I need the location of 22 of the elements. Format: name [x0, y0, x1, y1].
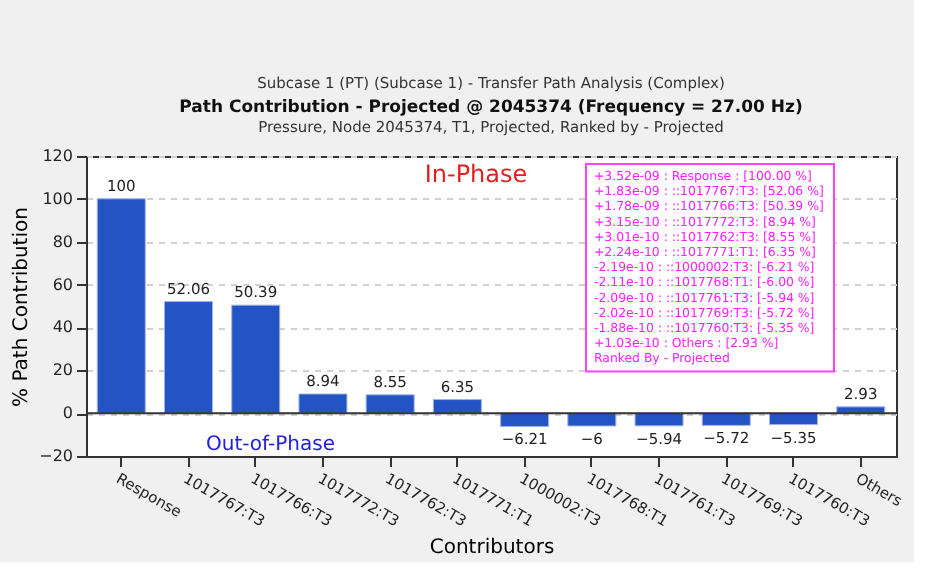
y-tick-label: 40 — [52, 318, 73, 337]
bar — [96, 198, 146, 414]
y-tick-label: 0 — [62, 404, 73, 423]
annotation: Out-of-Phase — [206, 434, 335, 456]
chart-title: Path Contribution - Projected @ 2045374 (Frequency = 27.00 Hz) — [179, 98, 803, 118]
bar — [164, 301, 214, 414]
y-tick-label: 120 — [42, 147, 73, 165]
bar — [298, 393, 348, 414]
y-tick-label: 80 — [52, 232, 73, 251]
bar — [365, 394, 415, 414]
bar — [567, 412, 617, 427]
bar — [231, 304, 281, 414]
y-tick-label: 100 — [42, 189, 73, 208]
y-tick-label: 60 — [52, 275, 73, 294]
annotation: In-Phase — [424, 160, 528, 188]
x-axis-title: Contributors — [429, 537, 555, 560]
bar — [634, 412, 684, 427]
y-tick-label: 20 — [52, 361, 73, 380]
bar — [500, 412, 550, 427]
bar — [701, 412, 751, 426]
y-tick-label: −20 — [39, 447, 73, 465]
y-axis-title: % Path Contribution — [11, 207, 34, 407]
